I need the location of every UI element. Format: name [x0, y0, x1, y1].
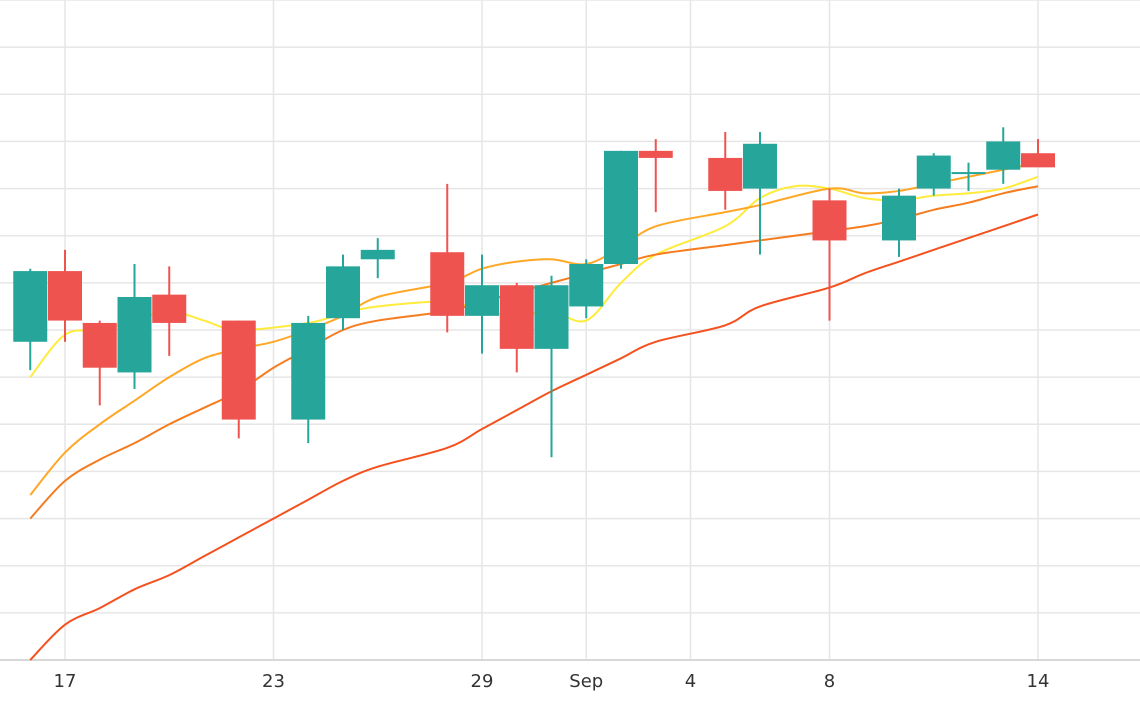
candle — [48, 249, 82, 342]
candle-body-up — [951, 172, 986, 175]
candle — [812, 188, 847, 321]
x-tick-label: Sep — [569, 671, 603, 692]
candle — [291, 315, 326, 444]
candle — [569, 259, 604, 319]
candle-body-up — [743, 143, 777, 189]
moving-average-line-2 — [29, 161, 1039, 496]
candle-body-up — [360, 249, 395, 260]
candle — [465, 254, 499, 354]
x-axis-ticks: 17 23 29 Sep 4 8 14 — [54, 671, 1050, 692]
candle-body-up — [569, 264, 604, 307]
candle-body-up — [13, 271, 48, 342]
candle-body-up — [986, 141, 1021, 170]
candle — [152, 266, 187, 356]
candle-body-up — [465, 285, 499, 316]
candle-body-down — [638, 150, 673, 158]
candle — [882, 188, 916, 257]
candle-body-up — [326, 266, 360, 319]
candle-body-down — [48, 271, 82, 321]
grid — [0, 0, 1140, 661]
candle-body-down — [499, 285, 534, 349]
candle — [499, 282, 534, 373]
moving-average-line-4 — [29, 213, 1039, 661]
candle-body-down — [152, 294, 187, 323]
candle-body-down — [221, 320, 256, 420]
candle — [638, 139, 673, 213]
candle — [13, 268, 48, 371]
candle — [986, 127, 1021, 184]
candle-body-down — [430, 252, 465, 316]
candle-body-down — [82, 322, 117, 368]
x-tick-label: 23 — [262, 671, 285, 692]
candle-body-up — [604, 150, 638, 264]
candle-body-up — [882, 195, 916, 241]
x-tick-label: 8 — [824, 671, 835, 692]
x-tick-label: 29 — [471, 671, 494, 692]
candle — [534, 275, 569, 458]
candle-body-down — [812, 200, 847, 241]
x-tick-label: 14 — [1027, 671, 1050, 692]
candle — [1021, 139, 1055, 168]
candles — [13, 127, 1055, 458]
candle — [604, 150, 638, 269]
candle-body-up — [534, 285, 569, 349]
candle — [82, 320, 117, 406]
candle — [916, 153, 951, 196]
candle — [326, 254, 360, 330]
candle — [430, 183, 465, 333]
candle — [743, 132, 777, 255]
candle — [951, 162, 986, 191]
x-tick-label: 4 — [685, 671, 696, 692]
candle-body-up — [291, 322, 326, 420]
candle-body-down — [708, 157, 743, 191]
candle-body-down — [1021, 153, 1055, 168]
candle — [360, 238, 395, 279]
candle-body-up — [916, 155, 951, 189]
x-tick-label: 17 — [54, 671, 77, 692]
candle — [221, 320, 256, 439]
candle — [117, 264, 152, 389]
candle — [708, 132, 743, 210]
candle-body-up — [117, 297, 152, 373]
